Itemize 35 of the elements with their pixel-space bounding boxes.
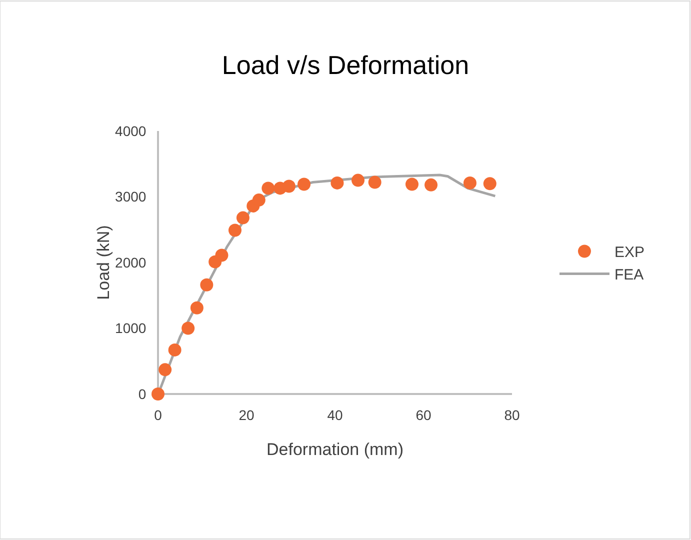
y-tick-label: 3000 bbox=[115, 188, 146, 205]
point bbox=[200, 278, 214, 292]
point bbox=[463, 176, 476, 190]
point bbox=[152, 388, 164, 400]
point bbox=[352, 174, 365, 187]
x-axis-title: Deformation (mm) bbox=[266, 440, 404, 459]
point bbox=[182, 322, 195, 335]
y-tick-label: 0 bbox=[138, 386, 146, 402]
point bbox=[483, 177, 496, 190]
y-tick-label: 2000 bbox=[115, 254, 146, 270]
x-tick-label: 60 bbox=[416, 406, 432, 423]
point bbox=[262, 182, 275, 195]
point bbox=[298, 178, 311, 191]
point bbox=[236, 211, 250, 224]
point bbox=[158, 363, 172, 376]
point bbox=[215, 248, 228, 262]
point bbox=[405, 178, 418, 191]
point bbox=[228, 224, 242, 237]
legend-label: FEA bbox=[614, 266, 644, 284]
y-axis-title: Load (kN) bbox=[94, 225, 114, 300]
point bbox=[368, 176, 382, 189]
point bbox=[190, 301, 204, 314]
point bbox=[424, 178, 438, 192]
point bbox=[282, 180, 296, 193]
point bbox=[330, 176, 344, 190]
y-tick-label: 4000 bbox=[115, 122, 146, 139]
point bbox=[252, 194, 266, 207]
y-tick-label: 1000 bbox=[115, 320, 146, 336]
x-tick-label: 40 bbox=[327, 406, 343, 423]
point bbox=[168, 343, 182, 356]
legend-label: EXP bbox=[614, 244, 644, 262]
x-tick-label: 0 bbox=[154, 406, 162, 423]
x-tick-label: 80 bbox=[504, 406, 520, 423]
x-tick-label: 20 bbox=[238, 406, 254, 423]
chart-title: Load v/s Deformation bbox=[222, 50, 470, 80]
